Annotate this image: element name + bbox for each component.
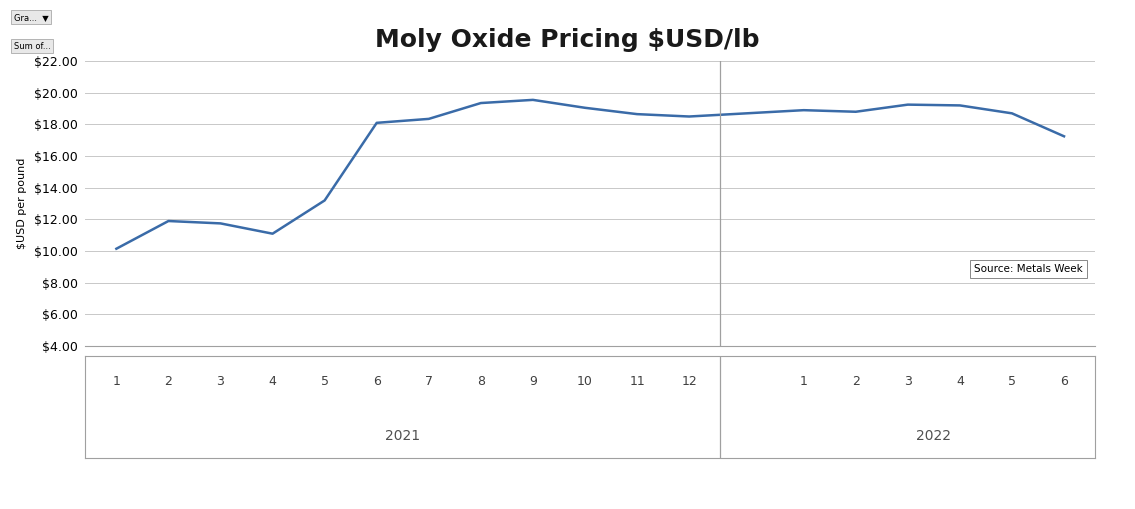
Text: 8: 8 [477,375,485,388]
Y-axis label: $USD per pound: $USD per pound [17,158,27,249]
Text: 5: 5 [1008,375,1016,388]
Text: 10: 10 [577,375,592,388]
Text: 6: 6 [372,375,380,388]
Text: 2022: 2022 [916,429,951,443]
Text: 1: 1 [800,375,808,388]
Text: 11: 11 [629,375,645,388]
Text: 2: 2 [851,375,859,388]
Text: 2: 2 [165,375,173,388]
Text: 7: 7 [424,375,432,388]
Text: Sum of...: Sum of... [14,42,50,51]
Text: 12: 12 [681,375,697,388]
Text: 4: 4 [956,375,964,388]
Text: Gra...  ▼: Gra... ▼ [14,13,49,22]
Text: 6: 6 [1060,375,1068,388]
Text: Source: Metals Week: Source: Metals Week [975,264,1083,274]
Text: 4: 4 [269,375,277,388]
Text: Moly Oxide Pricing $USD/lb: Moly Oxide Pricing $USD/lb [376,28,759,52]
Text: 1: 1 [112,375,120,388]
Text: 9: 9 [529,375,537,388]
Text: 3: 3 [903,375,911,388]
Text: 5: 5 [321,375,329,388]
Text: 2021: 2021 [385,429,420,443]
Text: 3: 3 [217,375,225,388]
